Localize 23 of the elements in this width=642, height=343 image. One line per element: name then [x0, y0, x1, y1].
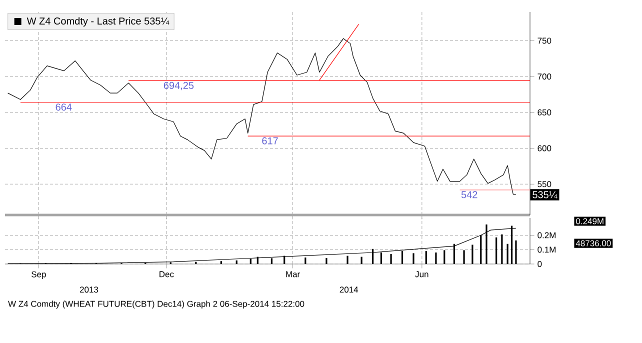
text: W Z4 Comdty (WHEAT FUTURE(CBT) Dec14) Graph 2 06-Sep-2014 15:22:00	[8, 300, 304, 309]
y-tick-label: 0.2M	[538, 232, 556, 238]
y-tick-label: 700	[538, 74, 552, 80]
y-tick-label: 650	[538, 109, 552, 116]
annotation: 542	[461, 191, 478, 198]
x-tick-label: Mar	[286, 271, 300, 278]
x-tick-label: Dec	[160, 271, 174, 278]
legend-label: W Z4 Comdty - Last Price 535¼	[26, 17, 170, 27]
annotation: 664	[56, 104, 72, 111]
x-tick-label: Jun	[415, 271, 428, 278]
text: 0.249M	[576, 218, 604, 224]
y-tick-label: 750	[538, 38, 552, 44]
x-tick-label: Sep	[32, 271, 46, 279]
annotation: 617	[262, 137, 278, 144]
text: 48736.00	[576, 240, 611, 246]
y-tick-label: 550	[538, 181, 552, 188]
y-tick-label: 0.1M	[538, 246, 556, 253]
text: 2013	[80, 286, 98, 293]
text: 2014	[340, 286, 358, 293]
annotation: 535¼	[532, 191, 558, 198]
annotation: 694,25	[164, 82, 194, 90]
y-tick-label: 0	[538, 261, 542, 268]
y-tick-label: 600	[538, 145, 552, 152]
